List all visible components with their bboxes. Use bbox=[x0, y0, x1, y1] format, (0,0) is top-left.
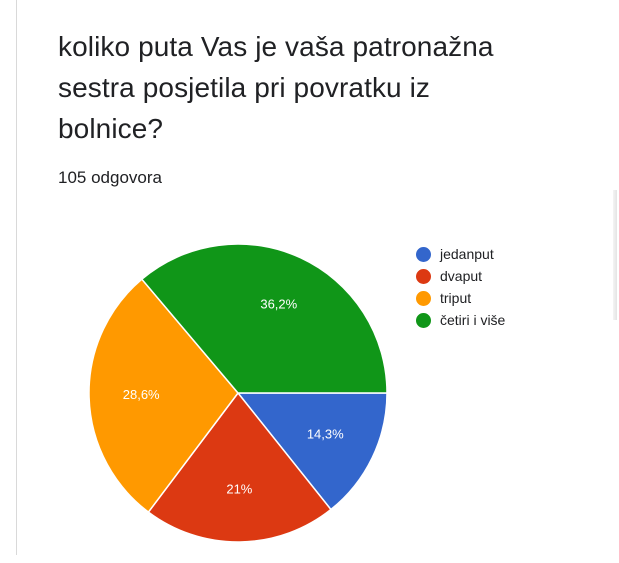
legend-label: jedanput bbox=[440, 246, 494, 262]
legend-label: dvaput bbox=[440, 268, 483, 284]
legend-item[interactable]: jedanput bbox=[416, 243, 505, 265]
legend-label: triput bbox=[440, 290, 472, 306]
card-edge-shadow bbox=[613, 190, 617, 320]
legend-swatch-icon bbox=[416, 312, 431, 328]
pie-chart: 14,3% 21% 28,6% 36,2% bbox=[88, 243, 388, 543]
legend-label: četiri i više bbox=[440, 312, 506, 328]
pie-chart-area: 14,3% 21% 28,6% 36,2% bbox=[0, 230, 619, 563]
legend-swatch-icon bbox=[416, 268, 431, 284]
slice-value-label: 14,3% bbox=[307, 426, 344, 441]
pie-slice-3[interactable] bbox=[140, 243, 388, 394]
slice-value-label: 21% bbox=[226, 481, 252, 496]
chart-legend: jedanput dvaput triput četiri i više bbox=[416, 243, 505, 331]
legend-item[interactable]: dvaput bbox=[416, 265, 505, 287]
legend-item[interactable]: četiri i više bbox=[416, 309, 505, 331]
slice-value-label: 36,2% bbox=[260, 297, 297, 312]
pie-slice-1[interactable] bbox=[147, 391, 332, 543]
legend-swatch-icon bbox=[416, 290, 431, 306]
pie-slice-0[interactable] bbox=[236, 392, 388, 511]
legend-swatch-icon bbox=[416, 246, 431, 262]
response-count: 105 odgovora bbox=[58, 168, 162, 187]
legend-item[interactable]: triput bbox=[416, 287, 505, 309]
question-title: koliko puta Vas je vaša patronažna sestr… bbox=[58, 31, 494, 144]
slice-value-label: 28,6% bbox=[123, 387, 160, 402]
pie-slice-2[interactable] bbox=[88, 278, 239, 514]
card-left-border bbox=[16, 0, 17, 555]
